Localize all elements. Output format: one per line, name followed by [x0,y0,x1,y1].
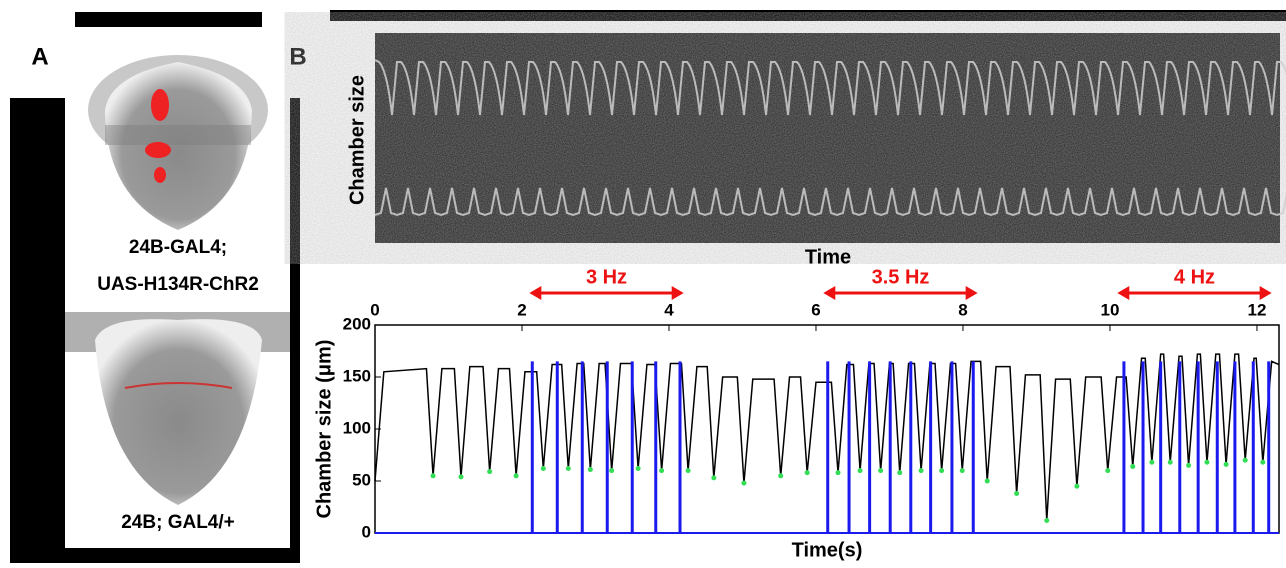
minimum-point [804,470,810,476]
x-tick-label: 4 [664,300,674,319]
minimum-point [959,468,965,474]
caption: UAS-H134R-ChR2 [97,274,259,295]
x-tick-label: 0 [370,300,379,319]
minimum-point [1149,459,1155,465]
arrow-head [965,286,978,300]
arrow-head [1259,286,1272,300]
minimum-point [741,480,747,486]
minimum-point [857,468,863,474]
kymograph-wave [374,187,1286,217]
minimum-point [1260,459,1266,465]
minimum-point [778,473,784,479]
caption: 24B; GAL4/+ [121,512,235,533]
annotation-label: 3 Hz [586,266,627,288]
annotation-label: 3.5 Hz [872,266,930,288]
x-tick-label: 2 [517,300,526,319]
panel-label: A [31,43,48,70]
minimum-point [1044,518,1050,524]
scale-bar [330,10,1286,21]
panel-label: B [289,43,306,70]
x-axis-label: Time(s) [792,539,863,561]
minimum-point [458,474,464,480]
arrow-head [1117,286,1130,300]
minimum-point [1014,490,1020,496]
minimum-point [1130,463,1136,469]
minimum-point [878,468,884,474]
arrow-head [823,286,836,300]
minimum-point [565,466,571,472]
annotation-label: 4 Hz [1174,266,1215,288]
kymograph [374,33,1286,243]
minimum-point [939,468,945,474]
minimum-point [513,473,519,479]
y-tick-label: 0 [362,522,371,541]
caption: 24B-GAL4; [129,237,227,258]
y-tick-label: 100 [343,418,371,437]
minimum-point [540,466,546,472]
minimum-point [711,475,717,481]
minimum-point [685,468,691,474]
minimum-point [984,478,990,484]
kymograph-wave [374,59,1286,116]
y-tick-label: 150 [343,366,371,385]
x-tick-label: 8 [958,300,967,319]
minimum-point [487,469,493,475]
minimum-point [1105,468,1111,474]
minimum-point [1204,459,1210,465]
x-tick-label: 12 [1247,300,1266,319]
minimum-point [1242,457,1248,463]
x-tick-label: 6 [811,300,820,319]
y-tick-label: 50 [352,470,371,489]
scale-bar [75,12,262,27]
kymograph-y-label: Chamber size [346,75,368,205]
arrow-head [529,286,542,300]
x-tick-label: 10 [1100,300,1119,319]
minimum-point [1074,483,1080,489]
minimum-point [918,468,924,474]
trace-line [374,353,1280,521]
minimum-point [897,470,903,476]
y-axis-label: Chamber size (μm) [313,340,335,519]
kymograph-x-label: Time [805,246,851,268]
minimum-point [835,470,841,476]
minimum-point [1223,461,1229,467]
fly-image-top [88,55,268,230]
fly-image-bottom [65,312,290,505]
arrow-head [671,286,684,300]
minimum-point [659,468,665,474]
minimum-point [609,468,615,474]
minimum-point [1186,462,1192,468]
minimum-point [587,467,593,473]
minimum-point [430,473,436,479]
minimum-point [1167,459,1173,465]
minimum-point [635,466,641,472]
y-tick-label: 200 [343,314,371,333]
